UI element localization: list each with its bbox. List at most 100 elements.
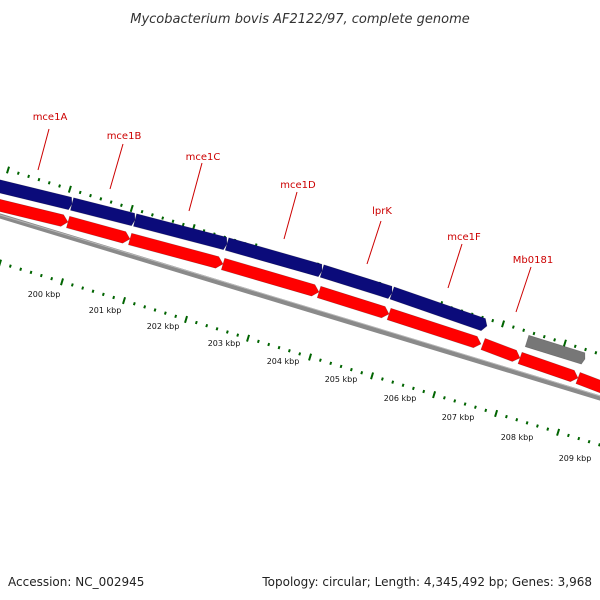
red-feature-segment <box>386 307 482 349</box>
inner-tick <box>391 380 395 384</box>
gene-label-mce1c: mce1C <box>186 152 221 163</box>
gene-label-mce1a: mce1A <box>33 112 68 123</box>
blue-feature-segment <box>133 213 228 251</box>
gene-label-lprk: lprK <box>372 206 392 217</box>
scale-label-203kbp: 203 kbp <box>208 339 241 348</box>
gene-label-mb0181: Mb0181 <box>513 255 553 266</box>
outer-tick <box>109 200 113 204</box>
inner-tick <box>360 370 364 375</box>
inner-tick <box>246 334 251 342</box>
inner-tick <box>91 289 95 293</box>
gene-label-mce1f: mce1F <box>447 232 481 243</box>
genome-title: Mycobacterium bovis AF2122/97, complete … <box>130 12 469 27</box>
outer-tick <box>120 203 123 207</box>
outer-tick <box>78 190 82 195</box>
outer-tick <box>562 339 567 347</box>
callout-line-mce1b <box>109 143 124 190</box>
inner-tick <box>19 267 23 271</box>
outer-tick <box>89 193 92 198</box>
inner-tick <box>318 358 322 362</box>
gene-label-mce1d: mce1D <box>280 180 316 191</box>
outer-tick <box>532 331 536 336</box>
outer-tick <box>6 166 10 174</box>
callout-line-lprk <box>366 220 382 265</box>
inner-tick <box>298 352 302 356</box>
inner-tick <box>494 409 499 418</box>
callout-line-mce1a <box>37 128 50 171</box>
grey-feature-segment <box>524 334 586 365</box>
outer-tick <box>584 347 587 352</box>
red-feature-track <box>0 198 600 394</box>
inner-tick-ring <box>0 259 600 447</box>
outer-tick <box>511 325 515 329</box>
inner-tick <box>349 367 353 372</box>
backbone <box>0 213 600 401</box>
inner-tick <box>8 264 12 268</box>
outer-tick <box>150 213 154 217</box>
outer-tick <box>16 171 20 175</box>
genome-summary-text: Topology: circular; Length: 4,345,492 bp… <box>261 575 592 589</box>
red-feature-segment <box>66 215 131 244</box>
inner-tick <box>81 286 85 290</box>
outer-tick <box>67 185 72 193</box>
red-feature-segment <box>220 257 320 297</box>
inner-tick <box>546 427 550 431</box>
blue-feature-segment <box>224 237 323 278</box>
inner-tick <box>432 391 437 399</box>
outer-tick <box>594 350 598 355</box>
red-feature-segment <box>575 372 600 394</box>
inner-tick <box>50 276 54 281</box>
red-feature-segment <box>128 232 224 269</box>
inner-tick <box>70 283 74 287</box>
gene-callouts: mce1A mce1B mce1C mce1D lprK mce1F Mb018… <box>33 112 553 313</box>
outer-tick <box>47 181 51 185</box>
inner-tick <box>256 339 260 344</box>
outer-tick <box>501 320 506 328</box>
callout-line-mce1f <box>447 243 463 289</box>
inner-tick <box>536 424 539 428</box>
inner-tick <box>422 389 426 394</box>
outer-tick <box>553 338 557 342</box>
scale-label-207kbp: 207 kbp <box>442 413 475 422</box>
inner-tick <box>474 405 477 409</box>
outer-tick <box>171 219 175 224</box>
outer-tick <box>58 184 61 188</box>
blue-feature-track <box>0 179 488 332</box>
blue-feature-segment <box>70 197 136 227</box>
red-feature-segment <box>316 285 390 319</box>
inner-tick <box>184 315 189 324</box>
inner-tick <box>308 353 313 361</box>
scale-label-205kbp: 205 kbp <box>325 375 358 384</box>
inner-tick <box>205 323 209 328</box>
inner-tick <box>163 311 167 315</box>
inner-tick <box>329 361 333 366</box>
inner-tick <box>525 421 529 425</box>
inner-tick <box>556 428 561 436</box>
inner-tick <box>153 308 157 312</box>
inner-tick <box>267 342 271 347</box>
outer-tick <box>140 209 144 214</box>
red-feature-segment <box>480 338 521 362</box>
inner-tick <box>143 305 147 309</box>
outer-tick <box>181 222 185 227</box>
accession-text: Accession: NC_002945 <box>8 575 144 589</box>
inner-tick <box>194 320 198 325</box>
inner-tick <box>401 383 405 387</box>
inner-tick <box>225 330 229 334</box>
outer-tick <box>129 204 134 213</box>
outer-tick <box>542 334 546 339</box>
scale-label-204kbp: 204 kbp <box>267 357 300 366</box>
inner-tick <box>453 399 457 403</box>
callout-line-mce1c <box>188 162 203 212</box>
outer-tick <box>37 177 41 182</box>
outer-tick <box>522 328 526 333</box>
scale-label-209kbp: 209 kbp <box>559 454 592 463</box>
inner-tick <box>505 414 508 419</box>
inner-tick <box>443 396 446 400</box>
inner-tick <box>277 345 281 350</box>
inner-tick <box>287 349 291 353</box>
inner-tick <box>484 408 488 413</box>
inner-tick <box>577 436 581 441</box>
scale-label-208kbp: 208 kbp <box>501 433 534 442</box>
